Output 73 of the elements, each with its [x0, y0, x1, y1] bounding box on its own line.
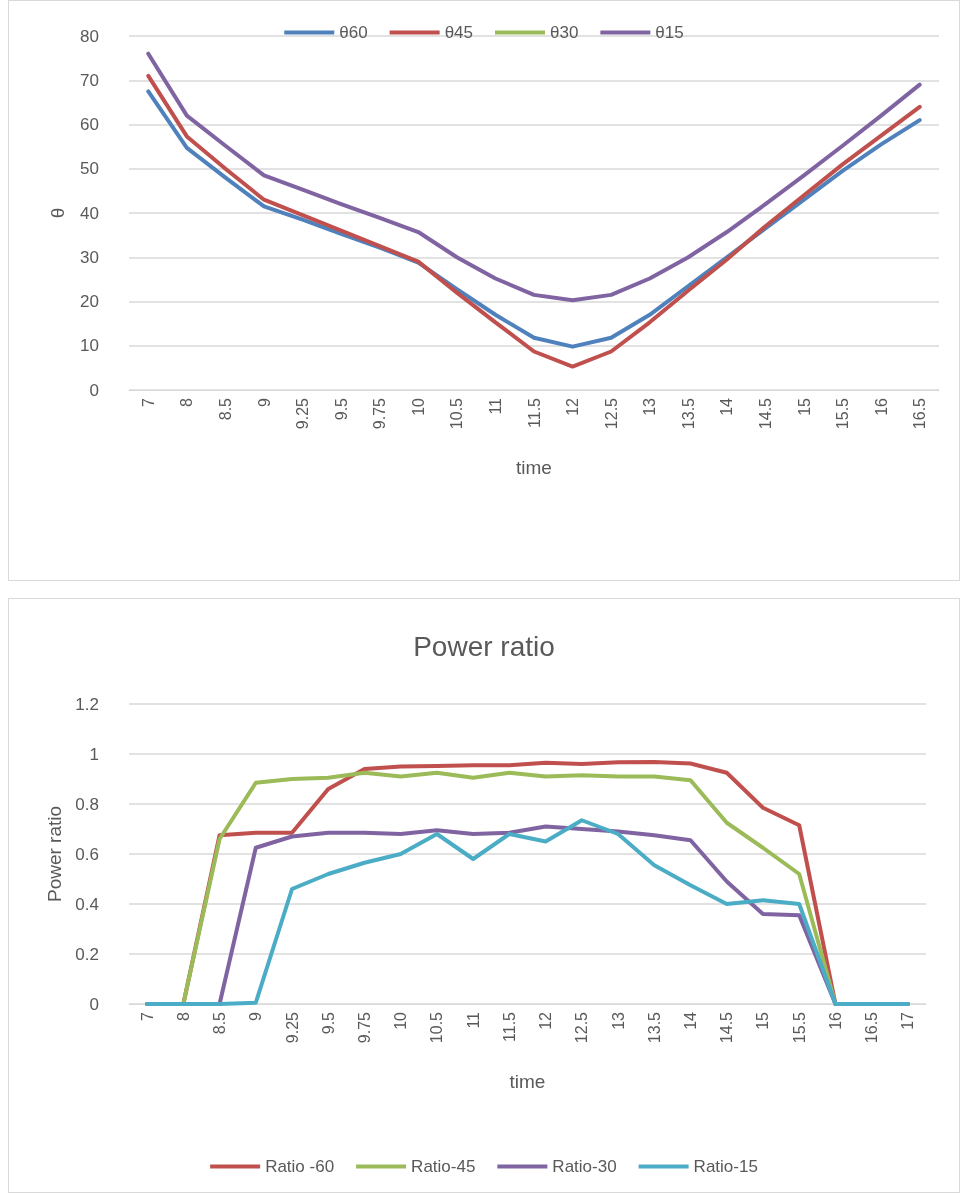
- x-tick-label: 15.5: [790, 1011, 808, 1044]
- x-tick-label: 8.5: [216, 397, 234, 421]
- x-tick-label: 9.5: [332, 397, 350, 421]
- x-tick-label: 9.75: [371, 397, 389, 430]
- y-tick-label: 0: [89, 380, 99, 400]
- x-tick-label: 13: [641, 397, 659, 416]
- x-tick-label: 15: [795, 397, 813, 416]
- x-tick-label: 9.75: [355, 1011, 373, 1044]
- legend-label: θ15: [655, 23, 684, 42]
- x-tick-label: 16: [826, 1011, 844, 1030]
- x-tick-label: 17: [899, 1011, 917, 1030]
- line-series: [146, 51, 922, 303]
- legend-label: Ratio-45: [411, 1157, 476, 1176]
- x-tick-label: 12: [537, 1011, 555, 1030]
- y-tick-label: 60: [80, 115, 99, 134]
- x-tick-label: 12: [564, 397, 582, 416]
- legend-label: Ratio-15: [693, 1157, 758, 1176]
- x-tick-label: 9: [255, 397, 273, 407]
- x-tick-label: 8.5: [211, 1011, 229, 1035]
- y-tick-label: 0.2: [75, 944, 99, 964]
- legend-label: θ45: [444, 23, 474, 42]
- x-tick-label: 10.5: [428, 1011, 446, 1044]
- x-tick-label: 15: [754, 1011, 772, 1030]
- y-axis-title: Power ratio: [44, 805, 66, 903]
- y-tick-label: 70: [80, 70, 99, 90]
- x-tick-label: 11: [486, 397, 504, 415]
- x-tick-label: 8: [178, 397, 196, 407]
- x-tick-label: 9.25: [283, 1011, 301, 1044]
- y-tick-label: 20: [80, 292, 99, 311]
- legend-label: θ60: [339, 23, 368, 42]
- x-axis-title: time: [516, 457, 552, 478]
- x-tick-label: 10: [409, 397, 427, 416]
- legend-label: θ30: [550, 23, 579, 42]
- x-tick-label: 11: [464, 1011, 482, 1029]
- x-tick-label: 14: [682, 1011, 700, 1030]
- x-tick-label: 13: [609, 1011, 627, 1030]
- y-tick-label: 0.4: [75, 894, 99, 914]
- x-tick-label: 8: [174, 1011, 192, 1021]
- y-tick-label: 1: [89, 744, 99, 764]
- x-tick-label: 14.5: [756, 397, 774, 430]
- x-tick-label: 14: [718, 397, 736, 416]
- y-axis-title: θ: [47, 207, 68, 219]
- x-tick-label: 9.25: [294, 397, 312, 430]
- x-axis-title: time: [509, 1071, 546, 1092]
- legend-label: Ratio-30: [552, 1157, 617, 1176]
- x-tick-label: 10: [392, 1011, 410, 1030]
- y-tick-label: 40: [80, 203, 99, 223]
- x-tick-label: 7: [139, 397, 157, 407]
- x-tick-label: 7: [138, 1011, 156, 1021]
- x-tick-label: 16.5: [863, 1011, 881, 1044]
- y-tick-label: 0.8: [75, 794, 99, 814]
- x-tick-label: 11.5: [500, 1011, 518, 1042]
- y-tick-label: 1.2: [75, 694, 99, 714]
- x-tick-label: 16.5: [911, 397, 929, 430]
- y-tick-label: 0.6: [75, 844, 99, 864]
- y-tick-label: 80: [80, 26, 99, 46]
- x-tick-label: 13.5: [679, 397, 697, 430]
- chart-title: Power ratio: [413, 630, 555, 662]
- x-tick-label: 11.5: [525, 397, 543, 428]
- x-tick-label: 12.5: [602, 397, 620, 430]
- y-tick-label: 10: [80, 336, 99, 356]
- y-tick-label: 0: [89, 994, 99, 1014]
- x-tick-label: 10.5: [448, 397, 466, 430]
- x-tick-label: 15.5: [834, 397, 852, 430]
- x-tick-label: 9: [247, 1011, 265, 1021]
- x-tick-label: 13.5: [645, 1011, 663, 1044]
- y-tick-label: 30: [80, 247, 99, 267]
- x-tick-label: 16: [872, 397, 890, 416]
- x-tick-label: 12.5: [573, 1011, 591, 1044]
- legend-label: Ratio -60: [265, 1157, 335, 1176]
- x-tick-label: 14.5: [718, 1011, 736, 1044]
- y-tick-label: 50: [80, 159, 99, 179]
- x-tick-label: 9.5: [319, 1011, 337, 1035]
